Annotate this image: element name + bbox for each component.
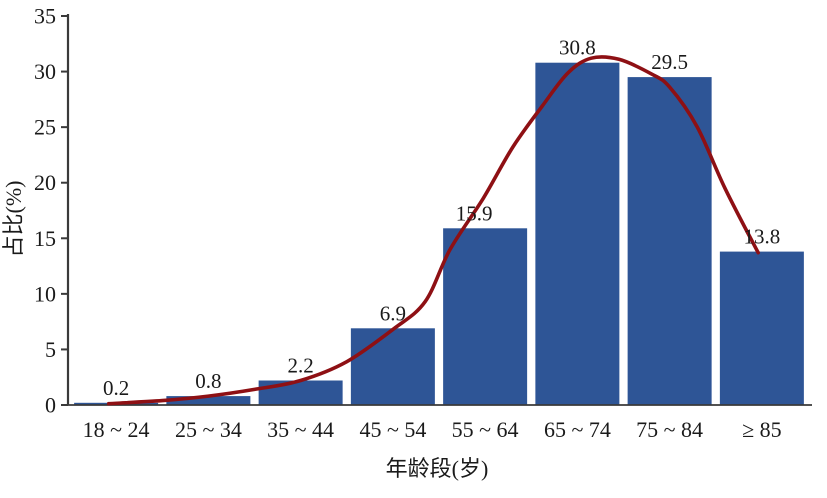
bar [719, 251, 804, 406]
x-tick-label: 25 ~ 34 [175, 417, 242, 442]
y-tick-label: 15 [34, 226, 56, 251]
y-tick-label: 20 [34, 170, 56, 195]
y-tick-label: 0 [45, 393, 56, 418]
bar-value-label: 13.8 [744, 225, 781, 249]
y-tick-label: 5 [45, 337, 56, 362]
x-tick-label: 65 ~ 74 [544, 417, 611, 442]
bar-value-label: 0.8 [195, 369, 221, 393]
bar-value-label: 6.9 [380, 301, 406, 325]
bar [166, 396, 251, 406]
bar-value-label: 2.2 [287, 354, 313, 378]
x-axis-title: 年龄段(岁) [385, 456, 489, 481]
y-axis-title: 占比(%) [1, 180, 26, 258]
x-tick-label: ≥ 85 [742, 417, 782, 442]
y-tick-label: 30 [34, 59, 56, 84]
y-tick-label: 35 [34, 4, 56, 29]
bar-value-label: 0.2 [103, 376, 129, 400]
x-tick-label: 75 ~ 84 [636, 417, 703, 442]
bar [535, 62, 620, 406]
bar [258, 380, 343, 406]
x-tick-label: 55 ~ 64 [452, 417, 519, 442]
bar [627, 77, 712, 406]
bar-value-label: 30.8 [559, 36, 596, 60]
x-tick-label: 45 ~ 54 [359, 417, 426, 442]
bar-value-label: 29.5 [651, 50, 688, 74]
y-tick-label: 10 [34, 281, 56, 306]
fitted-distribution-curve [106, 55, 760, 406]
bar [443, 228, 528, 406]
y-tick-label: 25 [34, 115, 56, 140]
bar [350, 328, 435, 406]
bar-value-label: 15.9 [456, 201, 493, 225]
x-tick-label: 18 ~ 24 [83, 417, 150, 442]
x-tick-label: 35 ~ 44 [267, 417, 334, 442]
